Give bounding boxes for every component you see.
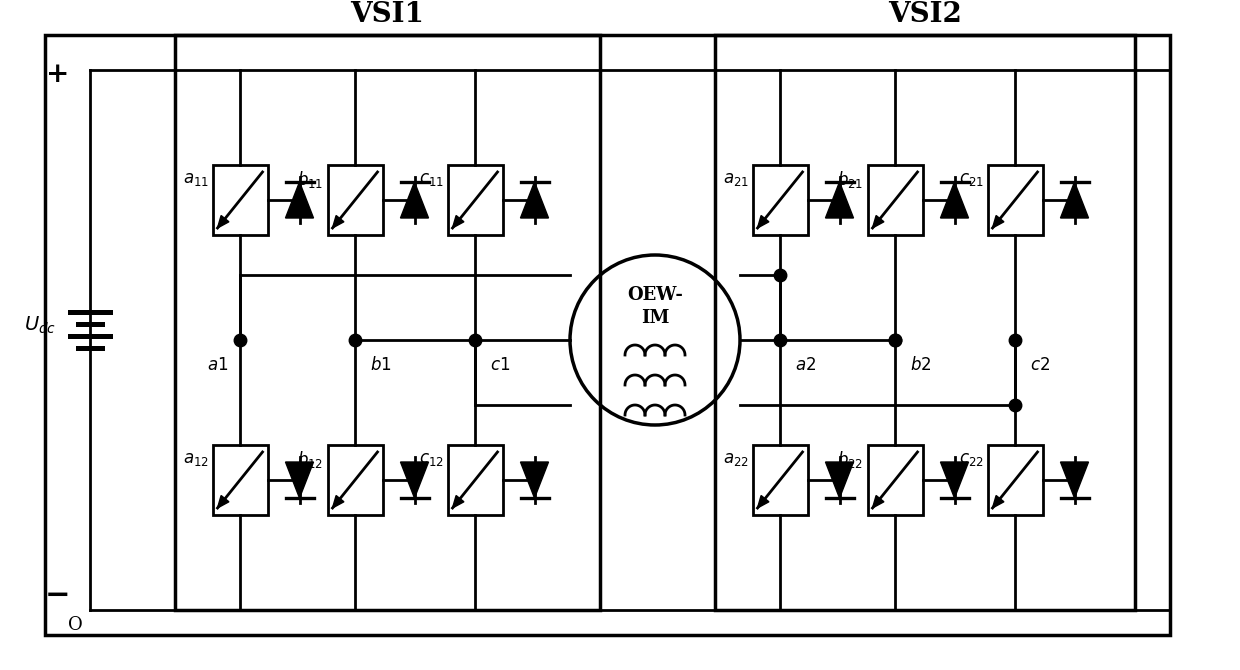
Text: $c1$: $c1$ xyxy=(490,356,511,373)
Polygon shape xyxy=(826,462,853,498)
Text: $b_{21}$: $b_{21}$ xyxy=(837,170,863,190)
Text: +: + xyxy=(46,62,69,88)
Polygon shape xyxy=(1060,462,1089,498)
Polygon shape xyxy=(285,182,314,218)
Text: $a2$: $a2$ xyxy=(795,356,816,373)
Text: $a_{11}$: $a_{11}$ xyxy=(182,172,208,188)
Bar xyxy=(753,445,807,515)
Polygon shape xyxy=(217,496,229,508)
Polygon shape xyxy=(758,496,769,508)
Polygon shape xyxy=(940,462,968,498)
Text: $\mathit{U}_{dc}$: $\mathit{U}_{dc}$ xyxy=(24,314,56,336)
Bar xyxy=(753,165,807,235)
Polygon shape xyxy=(758,216,769,228)
Polygon shape xyxy=(285,462,314,498)
Polygon shape xyxy=(401,462,429,498)
Text: $b_{22}$: $b_{22}$ xyxy=(837,450,863,470)
Text: O: O xyxy=(68,616,82,634)
Polygon shape xyxy=(521,182,548,218)
Bar xyxy=(327,165,382,235)
Polygon shape xyxy=(992,216,1004,228)
Text: $a_{12}$: $a_{12}$ xyxy=(182,452,208,468)
Bar xyxy=(868,165,923,235)
Bar xyxy=(987,445,1043,515)
Bar xyxy=(175,35,600,610)
Bar xyxy=(987,165,1043,235)
Polygon shape xyxy=(453,216,464,228)
Text: $c_{12}$: $c_{12}$ xyxy=(419,452,444,468)
Bar xyxy=(448,445,502,515)
Bar xyxy=(448,165,502,235)
Text: −: − xyxy=(45,580,71,610)
Bar xyxy=(868,445,923,515)
Polygon shape xyxy=(992,496,1004,508)
Polygon shape xyxy=(453,496,464,508)
Text: $b_{12}$: $b_{12}$ xyxy=(298,450,324,470)
Bar xyxy=(212,165,268,235)
Text: $c2$: $c2$ xyxy=(1030,356,1050,373)
Polygon shape xyxy=(332,216,343,228)
Polygon shape xyxy=(873,216,884,228)
Text: $a_{21}$: $a_{21}$ xyxy=(723,172,749,188)
Text: $a_{22}$: $a_{22}$ xyxy=(723,452,749,468)
Bar xyxy=(715,35,1135,610)
Text: $c_{21}$: $c_{21}$ xyxy=(959,172,983,188)
Bar xyxy=(212,445,268,515)
Polygon shape xyxy=(940,182,968,218)
Bar xyxy=(327,445,382,515)
Text: $b1$: $b1$ xyxy=(370,356,392,374)
Text: $c_{11}$: $c_{11}$ xyxy=(419,172,444,188)
Text: $b2$: $b2$ xyxy=(910,356,931,374)
Polygon shape xyxy=(826,182,853,218)
Text: VSI1: VSI1 xyxy=(351,1,424,29)
Polygon shape xyxy=(217,216,229,228)
Text: IM: IM xyxy=(641,309,670,327)
Bar xyxy=(45,35,1171,635)
Polygon shape xyxy=(401,182,429,218)
Polygon shape xyxy=(1060,182,1089,218)
Text: $a1$: $a1$ xyxy=(207,356,228,373)
Polygon shape xyxy=(332,496,343,508)
Text: OEW-: OEW- xyxy=(627,286,683,304)
Text: $b_{11}$: $b_{11}$ xyxy=(298,170,324,190)
Text: VSI2: VSI2 xyxy=(888,1,962,29)
Polygon shape xyxy=(873,496,884,508)
Polygon shape xyxy=(521,462,548,498)
Text: $c_{22}$: $c_{22}$ xyxy=(959,452,983,468)
